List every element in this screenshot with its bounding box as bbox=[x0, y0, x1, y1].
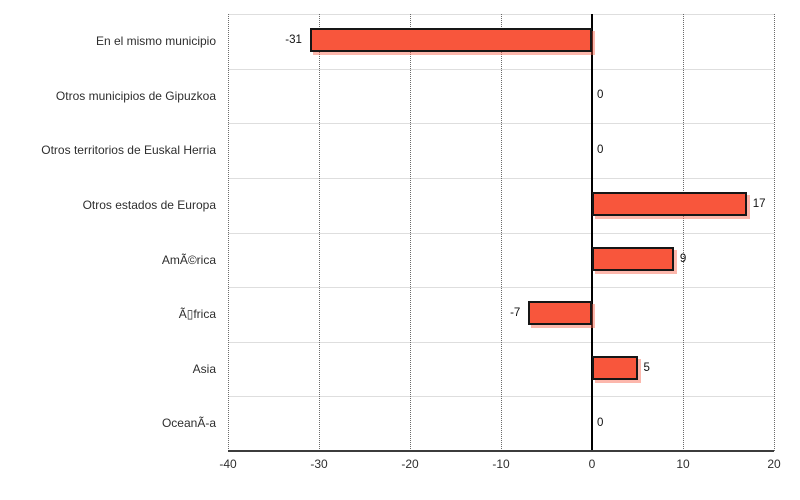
bar-value-label: 17 bbox=[752, 198, 766, 211]
bar-value-label: 0 bbox=[597, 143, 604, 156]
gridline bbox=[774, 14, 775, 451]
category-label: Otros territorios de Euskal Herria bbox=[41, 143, 216, 158]
x-tick-label: 20 bbox=[767, 457, 781, 471]
category-label: Otros municipios de Gipuzkoa bbox=[55, 88, 216, 103]
plot-area: -31 0 0 17 9 -7 5 0 bbox=[228, 14, 775, 452]
x-tick-label: -40 bbox=[219, 457, 237, 471]
gridline bbox=[410, 14, 411, 451]
category-label: AmÃ©rica bbox=[161, 252, 216, 267]
x-tick-label: -20 bbox=[401, 457, 419, 471]
gridline bbox=[683, 14, 684, 451]
gridline bbox=[319, 14, 320, 451]
bar bbox=[528, 301, 592, 326]
bar bbox=[592, 356, 638, 381]
bar bbox=[309, 28, 592, 53]
bar-value-label: 0 bbox=[597, 416, 604, 429]
category-label: Asia bbox=[192, 361, 216, 376]
bar bbox=[592, 246, 674, 271]
x-tick-label: -30 bbox=[310, 457, 328, 471]
x-tick-label: 10 bbox=[676, 457, 690, 471]
bar-value-label: 5 bbox=[643, 362, 650, 375]
category-label: En el mismo municipio bbox=[95, 34, 216, 48]
bar-value-label: 0 bbox=[597, 88, 604, 101]
category-label: Otros estados de Europa bbox=[82, 197, 216, 212]
x-tick-label: 0 bbox=[588, 457, 596, 471]
bar-value-label: -7 bbox=[510, 307, 521, 320]
bar bbox=[592, 192, 747, 217]
gridline bbox=[228, 14, 229, 451]
bar-value-label: 9 bbox=[679, 252, 687, 265]
x-axis-line bbox=[228, 450, 774, 452]
x-tick-label: -10 bbox=[492, 457, 510, 471]
bar-value-label: -31 bbox=[285, 34, 302, 47]
gridline bbox=[501, 14, 502, 451]
category-label: OceanÃ-a bbox=[161, 416, 216, 431]
zero-axis-line bbox=[591, 14, 593, 451]
category-label: Ã▯frica bbox=[178, 307, 216, 322]
